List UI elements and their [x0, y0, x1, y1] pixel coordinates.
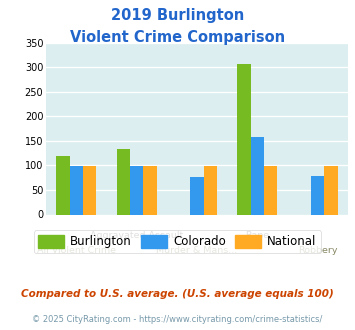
Bar [117, 149, 130, 214]
Bar [143, 166, 157, 214]
Bar [324, 166, 338, 214]
Bar [83, 166, 96, 214]
Bar [70, 166, 83, 214]
Bar [56, 156, 70, 214]
Text: Violent Crime Comparison: Violent Crime Comparison [70, 30, 285, 45]
Bar [251, 137, 264, 214]
Bar [130, 166, 143, 214]
Legend: Burlington, Colorado, National: Burlington, Colorado, National [34, 230, 321, 253]
Text: © 2025 CityRating.com - https://www.cityrating.com/crime-statistics/: © 2025 CityRating.com - https://www.city… [32, 315, 323, 324]
Text: Compared to U.S. average. (U.S. average equals 100): Compared to U.S. average. (U.S. average … [21, 289, 334, 299]
Text: Robbery: Robbery [298, 247, 338, 255]
Text: Rape: Rape [245, 231, 269, 240]
Bar [311, 176, 324, 214]
Bar [264, 166, 277, 214]
Text: Aggravated Assault: Aggravated Assault [90, 231, 183, 240]
Bar [204, 166, 217, 214]
Text: All Violent Crime: All Violent Crime [37, 247, 116, 255]
Bar [190, 177, 204, 214]
Text: Murder & Mans...: Murder & Mans... [157, 247, 237, 255]
Bar [237, 64, 251, 214]
Text: 2019 Burlington: 2019 Burlington [111, 8, 244, 23]
